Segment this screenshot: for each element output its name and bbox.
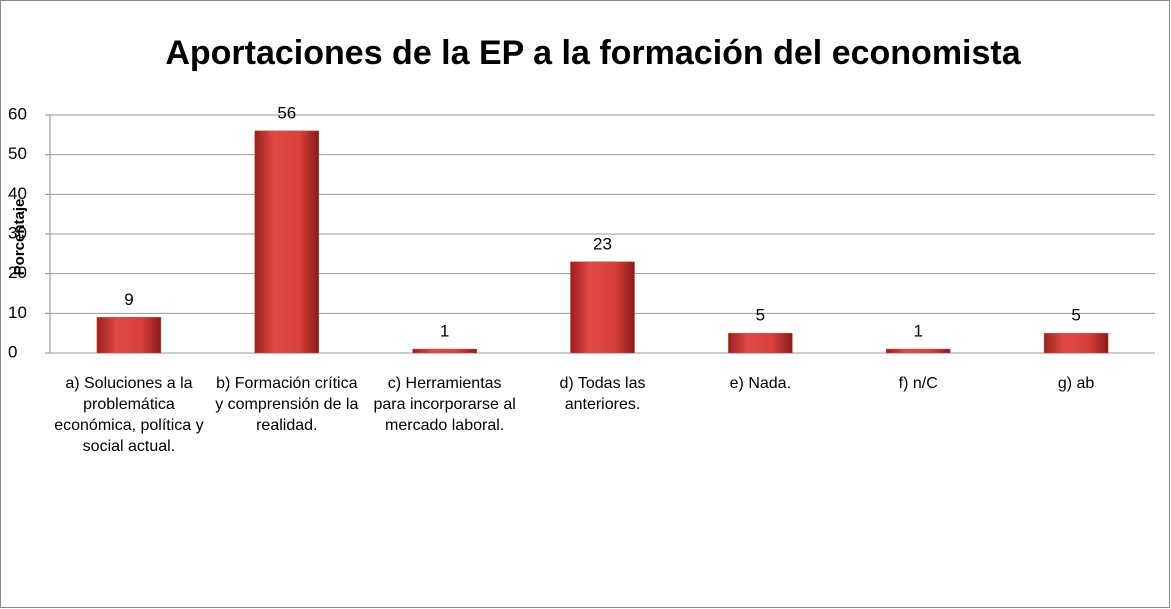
x-tick-label: e) Nada. — [729, 375, 792, 392]
data-label: 56 — [277, 103, 296, 122]
x-tick-label: c) Herramientas para incorporarse al mer… — [373, 375, 516, 434]
bar — [570, 261, 635, 354]
data-label: 9 — [124, 290, 133, 309]
x-tick-label: g) ab — [1057, 375, 1095, 392]
x-tick-label: d) Todas las anteriores. — [559, 375, 646, 413]
bar — [96, 317, 162, 354]
y-axis-label: Porcentaje — [11, 199, 28, 276]
y-tick-label: 60 — [8, 104, 27, 123]
y-tick-label: 0 — [8, 342, 17, 361]
y-tick-label: 10 — [8, 303, 27, 322]
data-label: 1 — [913, 322, 922, 341]
y-tick-label: 40 — [8, 184, 27, 203]
x-tick-label: b) Formación crítica y comprensión de la… — [215, 375, 359, 434]
bar — [1043, 332, 1109, 354]
bar — [412, 348, 477, 354]
x-tick-label: a) Soluciones a la problemática económic… — [54, 375, 204, 455]
data-label: 23 — [593, 234, 612, 253]
data-label: 5 — [1071, 306, 1080, 325]
bar — [885, 348, 951, 354]
x-tick-label: f) n/C — [898, 375, 938, 392]
y-tick-label: 30 — [8, 223, 27, 242]
y-tick-label: 20 — [8, 263, 27, 282]
y-tick-label: 50 — [8, 144, 27, 163]
data-label: 5 — [756, 306, 765, 325]
chart-title: Aportaciones de la EP a la formación del… — [165, 34, 1021, 72]
data-label: 1 — [440, 322, 449, 341]
bar — [254, 130, 320, 354]
bar — [728, 332, 793, 354]
